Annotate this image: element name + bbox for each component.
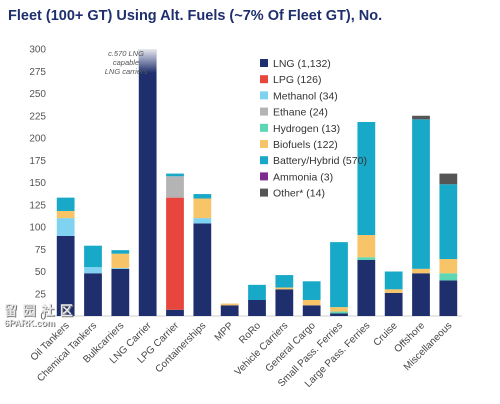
legend-label: LNG (1,132) <box>273 58 331 70</box>
bar-segment <box>220 305 239 316</box>
legend-label: Ammonia (3) <box>273 171 333 183</box>
bar-segment <box>330 242 348 308</box>
legend-swatch <box>260 91 268 100</box>
y-tick-label: 150 <box>29 178 46 189</box>
legend-swatch <box>260 156 268 165</box>
bar-segment <box>302 281 321 300</box>
chart-title: Fleet (100+ GT) Using Alt. Fuels (~7% Of… <box>8 8 383 24</box>
legend-label: Ethane (24) <box>273 107 328 119</box>
watermark-url: 6PARK.com <box>4 318 55 328</box>
bar-segment <box>56 197 75 211</box>
bar-segment <box>166 173 184 177</box>
bar-segment <box>330 307 348 312</box>
bar-segment <box>357 259 376 316</box>
legend-label: Other* (14) <box>273 188 325 200</box>
legend-label: Biofuels (122) <box>273 139 338 151</box>
bar-segment <box>166 197 184 310</box>
bar-segment <box>439 259 458 274</box>
bar-segment <box>384 292 403 316</box>
bar-segment <box>166 176 184 198</box>
y-tick-label: 25 <box>35 289 47 300</box>
legend-swatch <box>260 107 268 116</box>
annotation-line: capable <box>113 58 139 67</box>
legend-label: Methanol (34) <box>273 90 338 102</box>
bar-segment <box>111 253 130 268</box>
bar-segment <box>357 257 376 260</box>
legend-swatch <box>260 140 268 148</box>
bar-segment <box>193 218 212 224</box>
annotation-line: LNG carriers <box>105 67 148 76</box>
y-tick-label: 250 <box>29 89 46 100</box>
bar-segment <box>84 267 102 274</box>
bar-segment <box>330 311 348 314</box>
legend-swatch <box>260 59 268 67</box>
legend-label: Hydrogen (13) <box>273 123 340 135</box>
bar-segment <box>193 194 212 199</box>
bar-segment <box>357 121 376 236</box>
y-tick-label: 0 <box>40 312 46 323</box>
bar-segment <box>439 173 458 185</box>
bar-segment <box>193 198 212 219</box>
legend-swatch <box>260 188 268 197</box>
y-tick-label: 200 <box>29 134 46 145</box>
x-category-label: Containerships <box>153 320 208 375</box>
legend-swatch <box>260 172 268 181</box>
bar-segment <box>412 273 430 316</box>
bar-segment <box>248 299 266 316</box>
x-category-label: MPP <box>213 320 236 343</box>
bar-segment <box>439 273 458 281</box>
bar-segment <box>193 223 212 316</box>
bar-segment <box>166 309 184 316</box>
y-tick-label: 300 <box>29 45 46 56</box>
y-tick-label: 175 <box>29 156 46 167</box>
bar-segment <box>84 245 102 268</box>
legend: LNG (1,132) LPG (126) Methanol (34) Ethane … <box>260 58 367 200</box>
legend-swatch <box>260 75 268 84</box>
bar-segment <box>439 280 458 316</box>
bar-segment <box>56 210 75 219</box>
bar-segment <box>138 49 157 316</box>
y-tick-label: 100 <box>29 223 46 234</box>
bar-segment <box>330 313 348 316</box>
bar-fade-overlay <box>138 49 157 73</box>
bar-segment <box>220 303 239 306</box>
bar-segment <box>412 119 430 269</box>
bar-segment <box>111 268 130 316</box>
y-tick-label: 75 <box>35 245 47 256</box>
bar-segment <box>384 289 403 293</box>
y-tick-label: 225 <box>29 111 46 122</box>
bar-segment <box>302 299 321 306</box>
bar-segment <box>412 115 430 120</box>
bar-segment <box>111 267 130 269</box>
bar-segment <box>56 235 75 316</box>
bar-segment <box>302 305 321 316</box>
y-tick-label: 275 <box>29 67 46 78</box>
y-tick-label: 50 <box>35 267 47 278</box>
bar-segment <box>56 218 75 236</box>
legend-swatch <box>260 123 268 132</box>
bar-segment <box>275 287 294 290</box>
bar-segment <box>111 250 130 254</box>
watermark-text: 留 园 社 区 <box>4 303 74 318</box>
bar-segment <box>275 289 294 316</box>
bar-segment <box>248 284 266 300</box>
bar-segment <box>275 275 294 288</box>
x-category-label: Miscellaneous <box>402 320 455 373</box>
bar-segment <box>439 184 458 260</box>
bar-segment <box>384 271 403 290</box>
legend-label: LPG (126) <box>273 74 321 86</box>
bar-segment <box>357 235 376 258</box>
bar-segment <box>412 268 430 274</box>
annotation-line: c.570 LNG <box>108 49 144 58</box>
bars <box>56 49 458 316</box>
legend-label: Battery/Hybrid (570) <box>273 155 367 167</box>
y-tick-label: 125 <box>29 200 46 211</box>
bar-segment <box>84 273 102 316</box>
